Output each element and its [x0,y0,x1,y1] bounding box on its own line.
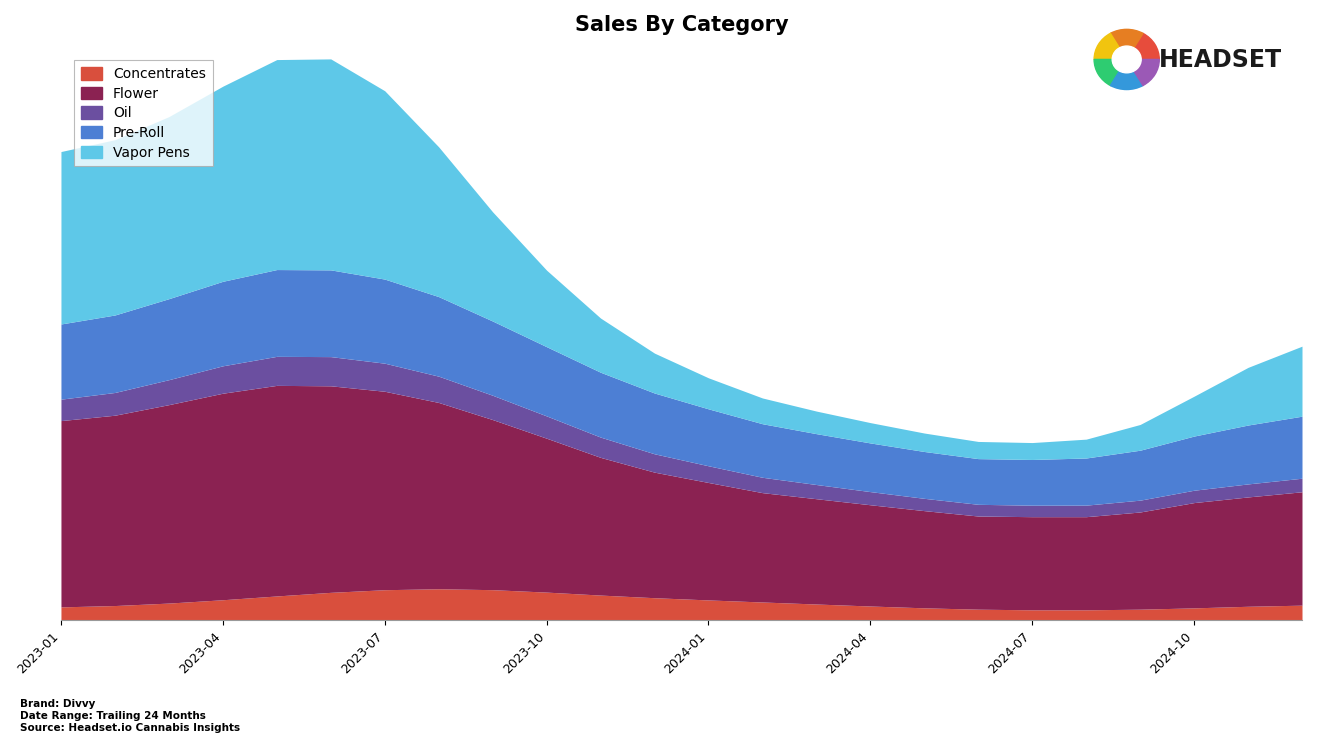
Text: HEADSET: HEADSET [1159,48,1281,72]
Wedge shape [1094,59,1119,85]
Wedge shape [1134,33,1159,59]
Legend: Concentrates, Flower, Oil, Pre-Roll, Vapor Pens: Concentrates, Flower, Oil, Pre-Roll, Vap… [74,60,213,166]
Text: Brand: Divvy: Brand: Divvy [20,699,95,710]
Wedge shape [1110,71,1143,90]
Title: Sales By Category: Sales By Category [574,15,789,35]
Wedge shape [1134,59,1159,85]
Wedge shape [1094,33,1119,59]
Wedge shape [1110,30,1143,48]
Text: Source: Headset.io Cannabis Insights: Source: Headset.io Cannabis Insights [20,723,240,733]
Text: Date Range: Trailing 24 Months: Date Range: Trailing 24 Months [20,711,205,721]
Circle shape [1112,46,1141,73]
